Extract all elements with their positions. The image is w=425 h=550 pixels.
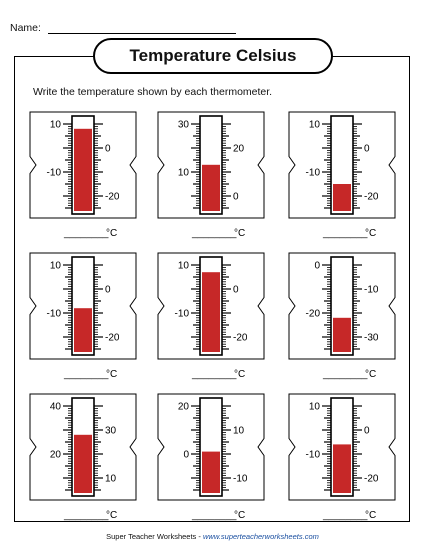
footer-site-link[interactable]: www.superteacherworksheets.com xyxy=(202,532,319,541)
scale-label: 20 xyxy=(50,450,62,461)
mercury-column xyxy=(333,184,351,211)
scale-label: -20 xyxy=(364,474,379,485)
scale-label: 0 xyxy=(233,285,239,296)
scale-label: -20 xyxy=(306,309,321,320)
scale-label: 10 xyxy=(105,474,117,485)
scale-label: -10 xyxy=(47,168,62,179)
scale-label: -10 xyxy=(47,309,62,320)
unit-label: °C xyxy=(234,510,245,521)
thermometer-8: 20 10 0 -10 ________°C xyxy=(157,393,265,521)
unit-label: °C xyxy=(234,369,245,380)
instruction-text: Write the temperature shown by each ther… xyxy=(33,86,273,98)
answer-blank: ________ xyxy=(63,369,109,380)
scale-label: 20 xyxy=(233,144,245,155)
mercury-column xyxy=(202,451,220,493)
mercury-column xyxy=(202,272,220,352)
scale-label: 20 xyxy=(178,402,190,413)
mercury-column xyxy=(333,317,351,352)
answer-blank: ________ xyxy=(191,228,237,239)
footer: Super Teacher Worksheets - www.superteac… xyxy=(0,532,425,541)
scale-label: 10 xyxy=(309,120,321,131)
unit-label: °C xyxy=(365,369,376,380)
scale-label: 30 xyxy=(105,426,117,437)
answer-blank: ________ xyxy=(191,369,237,380)
scale-label: -10 xyxy=(364,285,379,296)
answer-blank: ________ xyxy=(322,369,368,380)
unit-label: °C xyxy=(365,510,376,521)
scale-label: 10 xyxy=(178,168,190,179)
mercury-column xyxy=(202,164,220,211)
scale-label: 0 xyxy=(105,144,111,155)
scale-label: 10 xyxy=(178,261,190,272)
mercury-column xyxy=(74,434,92,493)
unit-label: °C xyxy=(365,228,376,239)
thermometer-4: 10 0 -10 -20 ________°C xyxy=(29,252,137,380)
name-label: Name: xyxy=(10,22,41,34)
scale-label: -10 xyxy=(233,474,248,485)
scale-label: -20 xyxy=(105,333,120,344)
scale-label: 0 xyxy=(233,192,239,203)
unit-label: °C xyxy=(106,510,117,521)
unit-label: °C xyxy=(234,228,245,239)
scale-label: -10 xyxy=(306,450,321,461)
thermometer-card xyxy=(157,393,265,501)
unit-label: °C xyxy=(106,369,117,380)
mercury-column xyxy=(333,444,351,493)
scale-label: -10 xyxy=(306,168,321,179)
footer-brand: Super Teacher Worksheets xyxy=(106,532,197,541)
scale-label: 10 xyxy=(50,120,62,131)
scale-label: -20 xyxy=(233,333,248,344)
scale-label: 10 xyxy=(50,261,62,272)
answer-blank: ________ xyxy=(63,510,109,521)
scale-label: 0 xyxy=(364,426,370,437)
scale-label: 0 xyxy=(364,144,370,155)
scale-label: -10 xyxy=(175,309,190,320)
scale-label: -30 xyxy=(364,333,379,344)
thermometer-card xyxy=(29,111,137,219)
footer-separator: - xyxy=(196,532,203,541)
mercury-column xyxy=(74,308,92,352)
thermometer-6: 0 -10 -20 -30 ________°C xyxy=(288,252,396,380)
answer-blank: ________ xyxy=(322,510,368,521)
answer-blank: ________ xyxy=(322,228,368,239)
scale-label: 30 xyxy=(178,120,190,131)
thermometer-1: 10 0 -10 -20 ________°C xyxy=(29,111,137,239)
scale-label: 10 xyxy=(233,426,245,437)
thermometer-card xyxy=(29,252,137,360)
thermometer-3: 10 0 -10 -20 ________°C xyxy=(288,111,396,239)
scale-label: 0 xyxy=(314,261,320,272)
name-field[interactable] xyxy=(48,33,236,34)
answer-blank: ________ xyxy=(63,228,109,239)
thermometer-card xyxy=(157,111,265,219)
unit-label: °C xyxy=(106,228,117,239)
thermometer-5: 10 0 -10 -20 ________°C xyxy=(157,252,265,380)
scale-label: 40 xyxy=(50,402,62,413)
thermometer-9: 10 0 -10 -20 ________°C xyxy=(288,393,396,521)
scale-label: 0 xyxy=(183,450,189,461)
thermometer-card xyxy=(288,252,396,360)
scale-label: -20 xyxy=(364,192,379,203)
thermometer-card xyxy=(288,111,396,219)
thermometer-7: 40 30 20 10 ________°C xyxy=(29,393,137,521)
scale-label: -20 xyxy=(105,192,120,203)
thermometer-2: 30 20 10 0 ________°C xyxy=(157,111,265,239)
scale-label: 10 xyxy=(309,402,321,413)
answer-blank: ________ xyxy=(191,510,237,521)
thermometer-card xyxy=(29,393,137,501)
thermometer-card xyxy=(288,393,396,501)
thermometer-card xyxy=(157,252,265,360)
mercury-column xyxy=(74,128,92,211)
scale-label: 0 xyxy=(105,285,111,296)
worksheet-title: Temperature Celsius xyxy=(93,38,333,74)
